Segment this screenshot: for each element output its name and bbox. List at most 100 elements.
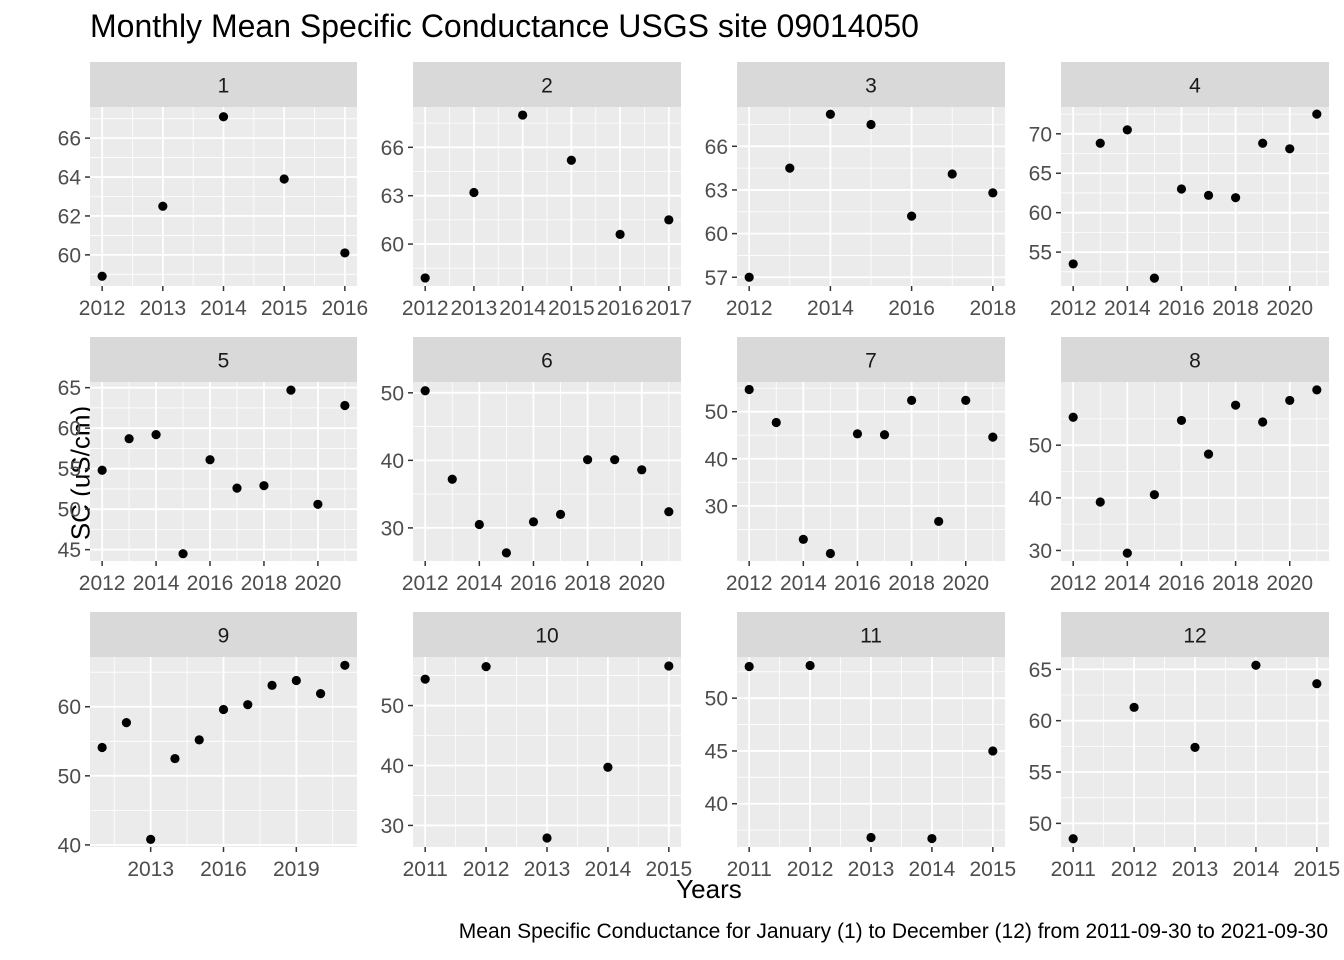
- x-tick-label: 2018: [1212, 297, 1259, 320]
- x-tick-label: 2015: [645, 858, 692, 881]
- y-tick-label: 60: [1029, 202, 1052, 225]
- facet-panel-8: 8 2012 2014 2016 2018 2020 30 40 50: [1029, 337, 1329, 595]
- data-point: [340, 660, 350, 670]
- x-tick-label: 2020: [1266, 297, 1313, 320]
- facet-strip: [1061, 612, 1329, 657]
- y-tick-label: 50: [381, 382, 404, 405]
- x-tick-label: 2011: [727, 858, 772, 881]
- facet-strip: [413, 337, 681, 382]
- x-tick-label: 2014: [133, 572, 180, 595]
- x-tick-label: 2012: [726, 572, 773, 595]
- x-tick-label: 2016: [187, 572, 234, 595]
- y-tick-label: 30: [1029, 540, 1052, 563]
- x-tick-label: 2014: [499, 297, 546, 320]
- data-point: [907, 211, 917, 221]
- data-point: [420, 273, 430, 283]
- y-tick-label: 45: [58, 539, 81, 562]
- y-tick-label: 62: [58, 205, 81, 228]
- y-tick-label: 40: [705, 448, 728, 471]
- data-point: [907, 395, 917, 405]
- facet-strip-label: 5: [218, 350, 230, 373]
- data-point: [218, 112, 229, 122]
- data-point: [124, 434, 134, 444]
- facet-strip-label: 11: [860, 625, 882, 648]
- x-tick-label: 2012: [1050, 572, 1097, 595]
- data-point: [1068, 412, 1078, 422]
- panel-background: [1061, 107, 1329, 286]
- x-tick-label: 2011: [1051, 858, 1096, 881]
- x-tick-label: 2014: [909, 858, 956, 881]
- x-tick-label: 2016: [322, 297, 369, 320]
- x-tick-label: 2016: [597, 297, 644, 320]
- data-point: [664, 507, 674, 517]
- y-tick-label: 55: [1029, 762, 1052, 785]
- data-point: [1231, 193, 1241, 203]
- data-point: [232, 483, 242, 493]
- data-point: [279, 174, 289, 184]
- facet-panel-2: 2 2012 2013 2014 2015 2016 2017 60 63 66: [381, 62, 692, 320]
- facet-strip-label: 10: [535, 625, 558, 648]
- data-point: [1176, 415, 1187, 426]
- facet-panel-5: 5 2012 2014 2016 2018 2020 45 50 55 60 65: [58, 337, 357, 595]
- y-tick-label: 30: [381, 815, 404, 838]
- x-tick-label: 2014: [807, 297, 854, 320]
- facet-strip: [90, 62, 357, 107]
- y-tick-label: 55: [58, 458, 81, 481]
- data-point: [1176, 184, 1187, 194]
- x-tick-label: 2018: [888, 572, 935, 595]
- x-tick-label: 2018: [1212, 572, 1259, 595]
- x-axis-label: Years: [676, 874, 742, 904]
- data-point: [988, 188, 998, 198]
- data-point: [1129, 702, 1139, 712]
- data-point: [1068, 259, 1078, 269]
- x-tick-label: 2014: [585, 858, 632, 881]
- facet-strip-label: 1: [218, 75, 230, 98]
- panel-background: [737, 382, 1005, 561]
- data-point: [121, 718, 132, 728]
- data-point: [1251, 660, 1261, 670]
- data-point: [1231, 400, 1241, 410]
- facet-strip: [737, 337, 1005, 382]
- data-point: [934, 516, 944, 527]
- data-point: [615, 229, 625, 239]
- data-point: [771, 417, 781, 428]
- data-point: [961, 395, 971, 405]
- data-point: [474, 519, 484, 530]
- data-point: [785, 163, 795, 173]
- data-point: [286, 385, 296, 395]
- data-point: [542, 833, 552, 843]
- y-tick-label: 50: [705, 401, 728, 424]
- x-tick-label: 2016: [888, 297, 935, 320]
- x-tick-label: 2012: [79, 572, 126, 595]
- data-point: [205, 455, 215, 465]
- y-tick-label: 65: [1029, 163, 1052, 186]
- data-point: [243, 700, 253, 710]
- data-point: [1258, 138, 1268, 148]
- x-tick-label: 2014: [1233, 858, 1280, 881]
- y-tick-label: 63: [381, 185, 404, 208]
- x-tick-label: 2018: [969, 297, 1016, 320]
- y-tick-label: 50: [58, 765, 81, 788]
- data-point: [1122, 125, 1132, 135]
- data-point: [420, 674, 430, 684]
- data-point: [313, 499, 323, 509]
- y-tick-label: 60: [705, 223, 728, 246]
- data-point: [664, 661, 674, 671]
- chart-caption: Mean Specific Conductance for January (1…: [458, 920, 1328, 943]
- x-tick-label: 2014: [1104, 297, 1151, 320]
- data-point: [879, 430, 890, 440]
- data-point: [1203, 190, 1214, 200]
- data-point: [1122, 548, 1132, 558]
- data-point: [146, 834, 156, 845]
- data-point: [1258, 417, 1268, 427]
- x-tick-label: 2014: [200, 297, 247, 320]
- data-point: [340, 248, 350, 258]
- data-point: [528, 517, 539, 527]
- x-tick-label: 2019: [273, 858, 320, 881]
- data-point: [566, 155, 576, 165]
- data-point: [866, 119, 876, 130]
- x-tick-label: 2016: [1158, 572, 1205, 595]
- data-point: [97, 465, 107, 475]
- data-point: [825, 548, 835, 559]
